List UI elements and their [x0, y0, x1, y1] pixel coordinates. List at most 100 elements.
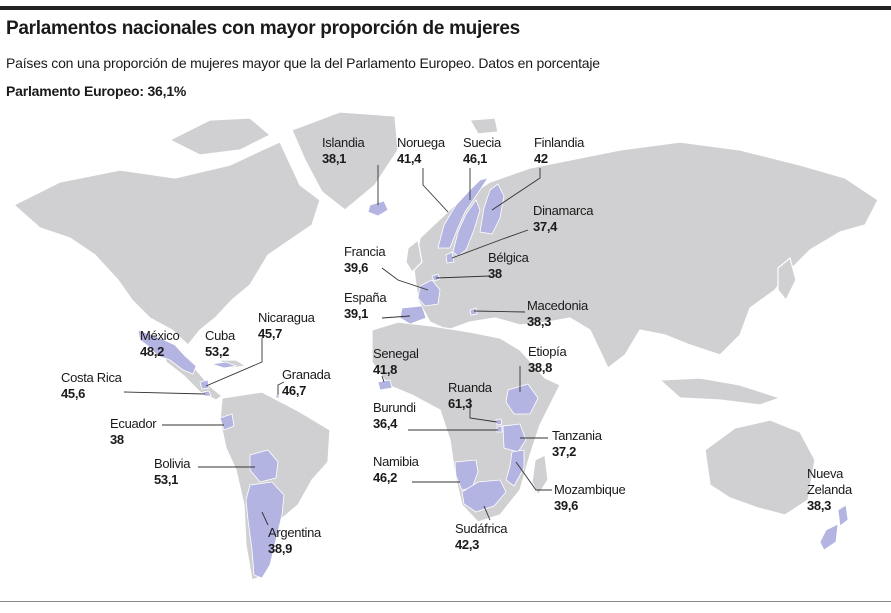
nueva-zelanda-shape — [819, 504, 849, 551]
country-labels: Islandia 38,1 Noruega 41,4 Suecia 46,1 F… — [61, 135, 853, 556]
label-burundi: Burundi — [373, 400, 416, 415]
granada-shape — [275, 394, 280, 399]
suecia-shape — [452, 199, 481, 257]
mozambique-shape — [505, 449, 525, 487]
bottom-rule — [0, 601, 891, 602]
leader-argentina — [261, 511, 269, 526]
greenland-land — [291, 111, 399, 211]
leader-dinamarca — [451, 229, 529, 259]
leader-finlandia — [491, 168, 541, 211]
burundi-shape — [496, 425, 503, 433]
value-cuba: 53,2 — [205, 344, 229, 359]
label-ruanda: Ruanda — [448, 380, 493, 395]
label-islandia: Islandia — [322, 135, 365, 150]
leader-ruanda — [469, 398, 498, 423]
label-granada: Granada — [282, 367, 332, 382]
label-etiopia: Etiopía — [528, 344, 567, 359]
value-granada: 46,7 — [282, 383, 306, 398]
label-noruega: Noruega — [397, 135, 446, 150]
label-senegal: Senegal — [373, 346, 419, 361]
value-dinamarca: 37,4 — [533, 219, 558, 234]
label-mozambique: Mozambique — [554, 482, 625, 497]
value-nueva-zelanda: 38,3 — [807, 498, 831, 513]
top-rule — [0, 6, 891, 10]
label-namibia: Namibia — [373, 454, 420, 469]
eurasia-land — [413, 141, 879, 369]
value-ruanda: 61,3 — [448, 396, 472, 411]
macedonia-shape — [469, 307, 478, 316]
label-francia: Francia — [344, 244, 386, 259]
reference-value: Parlamento Europeo: 36,1% — [6, 83, 187, 99]
nicaragua-shape — [199, 379, 210, 390]
leader-senegal — [381, 375, 385, 383]
indonesia-land — [658, 377, 782, 406]
argentina-shape — [245, 481, 285, 579]
value-tanzania: 37,2 — [552, 444, 576, 459]
north-america-land — [12, 141, 321, 346]
leader-costa-rica — [123, 391, 206, 395]
leader-lines — [123, 165, 552, 526]
mexico-shape — [137, 329, 197, 375]
label-macedonia: Macedonia — [527, 298, 589, 313]
leader-granada — [277, 381, 285, 395]
senegal-shape — [377, 379, 393, 391]
value-costa-rica: 45,6 — [61, 386, 85, 401]
value-burundi: 36,4 — [373, 416, 398, 431]
label-sudafrica: Sudáfrica — [455, 521, 508, 536]
label-belgica: Bélgica — [488, 250, 530, 265]
islandia-shape — [367, 200, 389, 217]
label-nueva-zelanda-line2: Zelanda — [807, 482, 853, 497]
label-ecuador: Ecuador — [110, 416, 157, 431]
leader-sudafrica — [483, 505, 491, 521]
ruanda-shape — [495, 418, 503, 426]
svalbard-land — [469, 117, 499, 135]
label-mexico: México — [140, 328, 179, 343]
bolivia-shape — [249, 449, 279, 483]
madagascar-land — [531, 454, 549, 497]
leader-espana — [381, 315, 411, 319]
belgica-shape — [431, 273, 441, 282]
value-islandia: 38,1 — [322, 151, 346, 166]
value-sudafrica: 42,3 — [455, 537, 479, 552]
value-argentina: 38,9 — [268, 541, 292, 556]
label-suecia: Suecia — [463, 135, 502, 150]
label-nicaragua: Nicaragua — [258, 310, 316, 325]
value-etiopia: 38,8 — [528, 360, 552, 375]
japan-land — [777, 256, 797, 302]
value-espana: 39,1 — [344, 306, 368, 321]
value-suecia: 46,1 — [463, 151, 487, 166]
leader-mozambique — [515, 461, 552, 491]
value-nicaragua: 45,7 — [258, 326, 282, 341]
label-tanzania: Tanzania — [552, 428, 603, 443]
leader-belgica — [435, 275, 491, 279]
value-bolivia: 53,1 — [154, 472, 178, 487]
value-macedonia: 38,3 — [527, 314, 551, 329]
australia-land — [704, 419, 816, 516]
tanzania-shape — [502, 423, 527, 453]
cuba-shape — [211, 361, 238, 369]
label-finlandia: Finlandia — [534, 135, 585, 150]
label-bolivia: Bolivia — [154, 456, 191, 471]
noruega-shape — [437, 177, 489, 249]
finlandia-shape — [479, 183, 505, 235]
leader-francia — [381, 267, 429, 291]
label-dinamarca: Dinamarca — [533, 203, 594, 218]
ecuador-shape — [219, 413, 235, 431]
value-finlandia: 42 — [534, 151, 548, 166]
label-costa-rica: Costa Rica — [61, 370, 123, 385]
value-ecuador: 38 — [110, 432, 124, 447]
sudafrica-shape — [461, 479, 507, 513]
label-espana: España — [344, 290, 387, 305]
label-cuba: Cuba — [205, 328, 236, 343]
value-noruega: 41,4 — [397, 151, 422, 166]
value-francia: 39,6 — [344, 260, 368, 275]
chart-title: Parlamentos nacionales con mayor proporc… — [6, 18, 520, 39]
dinamarca-shape — [445, 251, 455, 264]
francia-shape — [417, 279, 441, 307]
leader-macedonia — [473, 310, 526, 313]
leader-nicaragua — [205, 338, 263, 387]
label-nueva-zelanda-line1: Nueva — [807, 466, 844, 481]
world-map: Islandia 38,1 Noruega 41,4 Suecia 46,1 F… — [12, 111, 879, 581]
uk-land — [405, 238, 423, 273]
value-namibia: 46,2 — [373, 470, 397, 485]
